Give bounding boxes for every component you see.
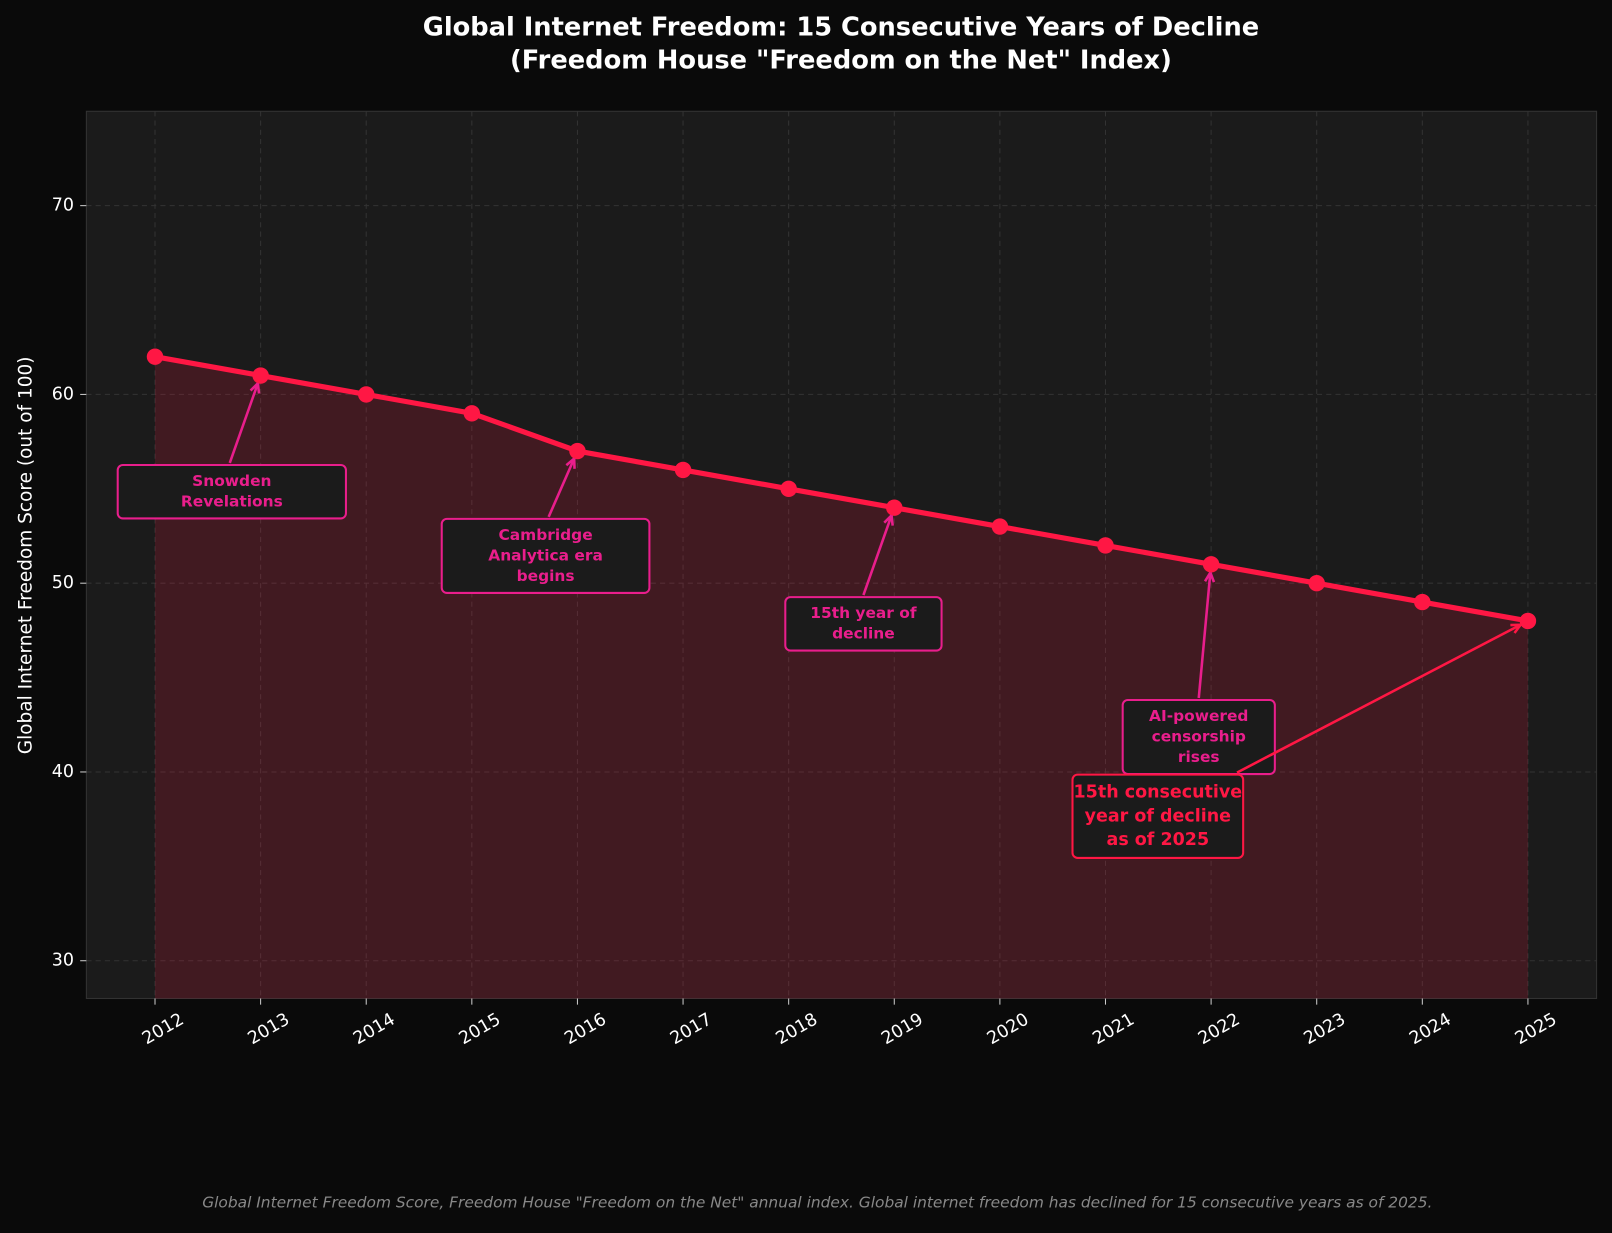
annotation-text: censorship [1152,728,1246,746]
annotation-text: Snowden [192,472,271,490]
line [154,354,1529,624]
annotation-arrowhead [1203,571,1216,583]
x-tick-label: 2014 [350,1010,399,1050]
annotation-arrow [1197,572,1212,699]
point [991,518,1009,535]
x-tick-label: 2024 [1406,1010,1455,1050]
annotation-box [440,517,651,594]
annotation-text: decline [832,625,895,643]
x-tick-label: 2012 [139,1010,188,1050]
annotation-text: Revelations [181,492,283,510]
annotation-box [1071,773,1245,859]
point [463,405,481,422]
annotation-text: 15th consecutive [1074,783,1243,803]
point [1202,556,1220,573]
y-tick-label: 70 [52,196,74,216]
plot-area [85,110,1598,999]
annotation-text: as of 2025 [1107,830,1210,850]
annotation-text: begins [517,567,575,585]
x-tick-label: 2017 [667,1010,716,1050]
chart-subtitle: (Freedom House "Freedom on the Net" Inde… [510,45,1172,75]
point [569,442,586,460]
chart-title: Global Internet Freedom: 15 Consecutive … [423,12,1259,42]
annotation-text: year of decline [1085,806,1231,826]
point [780,480,797,498]
y-tick-label: 60 [52,384,74,404]
annotation-text: Analytica era [488,546,603,564]
annotation-text: rises [1178,748,1220,766]
x-tick-label: 2019 [878,1010,927,1050]
x-tick-label: 2018 [773,1010,822,1050]
x-tick-label: 2015 [456,1010,505,1050]
y-tick-label: 30 [52,951,74,971]
annotation-arrowhead [249,382,261,394]
point [886,499,903,516]
x-tick-label: 2023 [1301,1010,1350,1050]
annotation-arrowhead [1510,623,1522,634]
point [674,461,692,479]
x-tick-label: 2016 [561,1010,610,1050]
annotation-arrow [1236,623,1522,774]
point [1519,612,1537,630]
point [252,367,269,384]
point [1414,593,1431,611]
annotation-box [784,596,943,652]
x-tick-label: 2013 [245,1010,294,1050]
point [357,386,375,403]
annotation-arrow [228,382,260,464]
annotation-arrow [862,515,893,596]
x-tick-label: 2020 [984,1010,1033,1050]
x-tick-label: 2022 [1195,1010,1244,1050]
annotation-arrowhead [565,457,576,469]
x-tick-label: 2021 [1089,1010,1138,1050]
point [146,348,164,365]
y-tick-label: 50 [52,573,74,593]
annotation-arrow [547,458,576,518]
footnote: Global Internet Freedom Score, Freedom H… [202,1194,1432,1212]
y-tick-label: 40 [52,762,74,782]
annotation-box [116,463,347,520]
y-axis-label: Global Internet Freedom Score (out of 10… [16,356,37,754]
point [1308,574,1325,592]
annotation-text: AI-powered [1149,707,1248,725]
annotation-arrowhead [883,514,894,526]
annotation-text: 15th year of [810,604,917,622]
x-tick-label: 2025 [1512,1010,1561,1050]
point [1097,537,1114,554]
annotation-text: Cambridge [498,526,592,544]
